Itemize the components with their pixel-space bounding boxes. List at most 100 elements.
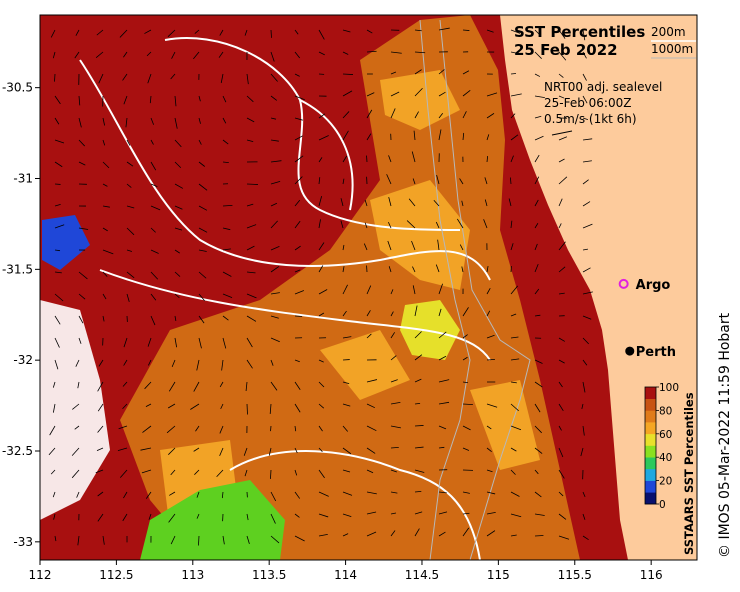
current-arrow (438, 331, 447, 339)
current-arrow (510, 425, 522, 431)
current-arrow (534, 425, 542, 434)
current-arrow (582, 117, 589, 121)
current-arrow (366, 379, 378, 383)
current-arrow (174, 95, 177, 107)
current-arrow (122, 403, 128, 410)
current-arrow (414, 378, 422, 383)
current-arrow (461, 200, 464, 207)
current-arrow (198, 139, 202, 145)
current-arrow (558, 136, 568, 141)
currents-time: 25-Feb 06:00Z (544, 96, 631, 110)
current-arrow (534, 176, 540, 185)
current-arrow (122, 73, 128, 81)
current-arrow (146, 51, 152, 57)
current-arrow (435, 221, 440, 229)
current-arrow (196, 359, 200, 371)
current-arrow (486, 156, 489, 163)
current-arrow (294, 513, 300, 518)
current-arrow (534, 381, 543, 388)
current-arrow (118, 425, 128, 430)
current-arrow (318, 289, 328, 295)
current-arrow (193, 51, 200, 60)
current-arrow (54, 139, 65, 144)
x-axis: 112 112.5 113 113.5 114 114.5 115 115.5 116 (29, 560, 663, 582)
current-arrow (510, 381, 517, 384)
current-arrow (438, 69, 445, 75)
current-arrow (388, 155, 392, 163)
current-arrow (534, 535, 544, 537)
current-arrow (534, 199, 539, 207)
current-arrow (198, 95, 201, 102)
current-arrow (390, 355, 397, 361)
current-arrow (414, 331, 422, 339)
current-arrow (582, 51, 587, 59)
current-arrow (437, 239, 440, 251)
current-arrow (198, 337, 202, 349)
y-tick-label: -31 (13, 172, 33, 186)
current-arrow (122, 513, 128, 522)
current-arrow (221, 359, 224, 371)
current-arrow (140, 447, 152, 451)
current-arrow (438, 27, 450, 31)
current-arrow (54, 249, 61, 252)
current-arrow (102, 271, 108, 277)
current-arrow (390, 425, 401, 429)
current-arrow (390, 512, 397, 515)
current-arrow (198, 183, 208, 191)
current-arrow (270, 535, 280, 544)
current-arrow (77, 535, 80, 546)
current-arrow (75, 29, 80, 36)
current-arrow (219, 447, 224, 456)
current-arrow (558, 535, 570, 540)
sst-blue-patch (42, 215, 90, 270)
y-tick-label: -32.5 (2, 444, 33, 458)
current-arrow (246, 224, 257, 229)
current-arrow (72, 403, 80, 410)
current-arrow (582, 267, 591, 273)
current-arrow (174, 249, 181, 254)
colorbar-swatch (645, 387, 656, 399)
current-arrow (558, 29, 566, 39)
current-arrow (438, 401, 450, 405)
current-arrow (456, 218, 464, 229)
current-arrow (510, 513, 522, 518)
current-arrow (294, 95, 305, 101)
missing-data-patch (40, 300, 110, 520)
current-arrow (96, 447, 104, 452)
current-arrow (49, 425, 56, 436)
current-arrow (534, 243, 538, 251)
current-arrow (269, 403, 272, 414)
current-arrow (406, 220, 416, 229)
current-arrow (150, 249, 159, 254)
current-arrow (342, 111, 350, 119)
current-arrow (193, 381, 200, 392)
current-arrow (294, 176, 303, 185)
current-arrow (78, 161, 86, 166)
current-arrow (48, 447, 56, 456)
current-arrow (174, 139, 182, 148)
current-arrow (414, 111, 419, 119)
current-arrow (366, 50, 377, 53)
current-arrow (342, 310, 347, 317)
current-arrow (53, 513, 56, 520)
current-arrow (222, 139, 229, 145)
current-arrow (388, 197, 392, 207)
current-arrow (126, 249, 133, 252)
current-arrow (294, 155, 304, 163)
current-arrow (366, 109, 373, 119)
current-arrow (318, 242, 325, 251)
current-arrow (366, 310, 371, 317)
current-arrow (54, 315, 61, 325)
current-arrow (78, 337, 82, 344)
current-arrow (54, 224, 65, 229)
current-arrow (462, 29, 470, 31)
current-arrow (78, 117, 82, 128)
current-arrow (222, 95, 227, 103)
current-arrow (318, 29, 325, 40)
current-arrow (486, 310, 491, 317)
current-arrow (52, 491, 56, 498)
current-arrow (150, 227, 156, 233)
current-arrow (558, 95, 565, 99)
current-arrow (438, 91, 446, 97)
x-tick-label: 113.5 (252, 568, 286, 582)
